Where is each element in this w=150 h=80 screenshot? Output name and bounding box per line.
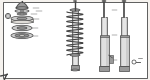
Ellipse shape <box>17 27 27 29</box>
Ellipse shape <box>16 7 28 9</box>
Polygon shape <box>16 2 28 8</box>
Ellipse shape <box>11 16 33 21</box>
Ellipse shape <box>20 10 24 12</box>
Ellipse shape <box>122 0 126 2</box>
Bar <box>101 17 107 37</box>
Bar <box>99 35 108 37</box>
Ellipse shape <box>74 0 76 2</box>
Bar <box>74 10 76 65</box>
Bar <box>121 17 127 37</box>
Bar <box>71 65 79 70</box>
Bar <box>11 18 33 22</box>
Ellipse shape <box>70 54 80 56</box>
Ellipse shape <box>12 25 32 31</box>
Bar <box>99 66 109 71</box>
Ellipse shape <box>71 69 79 71</box>
Bar <box>102 36 106 66</box>
Ellipse shape <box>19 35 25 36</box>
Ellipse shape <box>15 34 29 37</box>
Bar <box>120 35 129 37</box>
Bar <box>122 36 126 66</box>
Bar <box>102 17 105 37</box>
Bar <box>123 17 126 37</box>
Ellipse shape <box>11 32 33 38</box>
Ellipse shape <box>17 17 27 20</box>
Ellipse shape <box>15 10 29 12</box>
Bar <box>108 55 112 63</box>
Bar <box>119 66 129 71</box>
Bar <box>72 10 78 65</box>
Bar <box>120 36 129 66</box>
Bar <box>99 36 108 66</box>
Ellipse shape <box>17 13 27 15</box>
Ellipse shape <box>11 20 33 24</box>
Ellipse shape <box>70 9 80 11</box>
Ellipse shape <box>102 0 106 2</box>
